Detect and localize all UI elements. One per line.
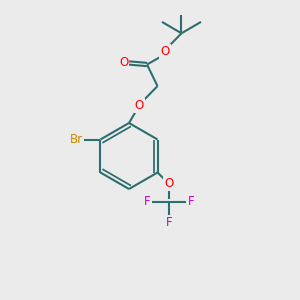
Text: O: O	[164, 177, 174, 190]
Text: F: F	[188, 195, 194, 208]
Text: O: O	[135, 99, 144, 112]
Text: F: F	[143, 195, 150, 208]
Text: F: F	[166, 215, 172, 229]
Text: Br: Br	[70, 133, 83, 146]
Text: O: O	[119, 56, 128, 70]
Text: O: O	[160, 45, 169, 58]
